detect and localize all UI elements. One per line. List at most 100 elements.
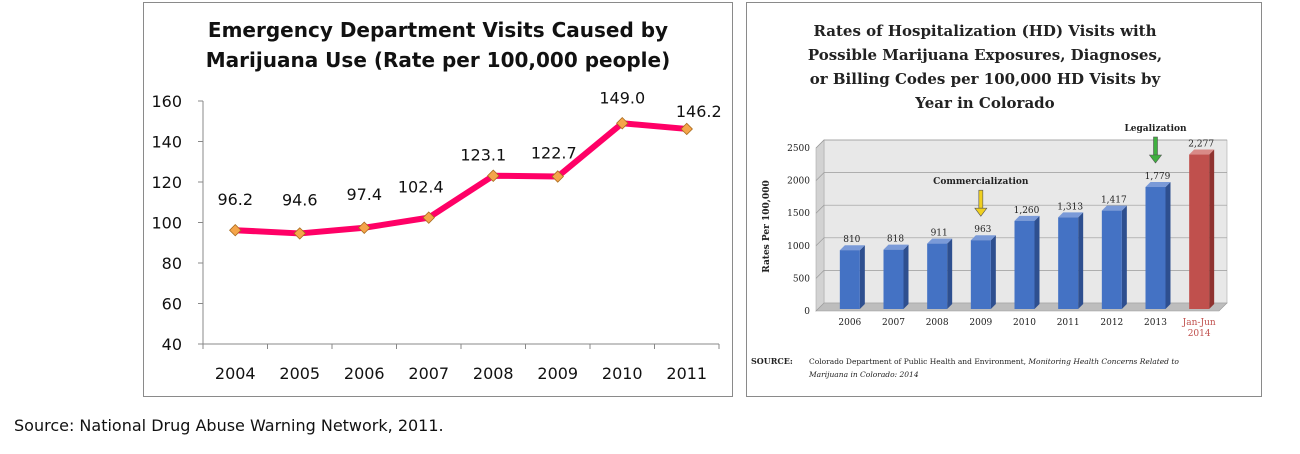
data-label-2007: 102.4 <box>398 178 444 197</box>
bar-value-label-2013: 1,779 <box>1145 172 1171 182</box>
annotation-label-2: Legalization <box>1124 124 1187 134</box>
bar-chart-title-line-2: Possible Marijuana Exposures, Diagnoses, <box>808 46 1162 64</box>
bar-top <box>1101 205 1127 211</box>
data-label-2005: 94.6 <box>282 190 318 209</box>
bar-value-label-2010: 1,260 <box>1014 206 1040 216</box>
data-point-2011 <box>680 122 693 136</box>
bar-2008 <box>927 238 953 309</box>
bar-side <box>1209 149 1215 309</box>
bar-2009 <box>970 235 996 309</box>
bar-2010 <box>1014 215 1040 309</box>
bar-x-tick-label-2008: 2008 <box>926 318 949 328</box>
bar-x-tick-label-2012: 2012 <box>1100 318 1123 328</box>
source-caption: Source: National Drug Abuse Warning Netw… <box>14 416 444 435</box>
bar-front <box>883 249 904 309</box>
bar-top <box>970 235 996 241</box>
data-point-2009 <box>551 170 564 183</box>
bar-front <box>1145 187 1166 309</box>
bar-front <box>839 250 860 309</box>
x-tick-label-2005: 2005 <box>279 364 320 383</box>
bar-side <box>903 244 909 309</box>
x-tick-label-2006: 2006 <box>344 364 385 383</box>
bar-side <box>859 245 865 309</box>
bar-front <box>927 243 948 309</box>
bar-x-tick-label-Jan-Jun: Jan-Jun <box>1182 318 1216 328</box>
y-tick-label-60: 60 <box>162 295 182 314</box>
series-line <box>235 120 688 237</box>
gridline <box>815 139 1227 149</box>
bar-front <box>1189 154 1210 309</box>
gridline <box>815 204 1227 214</box>
bar-top <box>839 245 865 251</box>
bar-y-tick-label-2500: 2500 <box>787 144 810 154</box>
bar-2012 <box>1101 205 1127 309</box>
annotation-label-1: Commercialization <box>933 177 1029 187</box>
y-tick-label-100: 100 <box>151 214 182 233</box>
x-tick-label-2011: 2011 <box>666 364 707 383</box>
bar-y-tick-label-1500: 1500 <box>787 209 810 219</box>
annotation-arrow-shaft-2 <box>1153 136 1158 156</box>
annotation-arrow-head-1 <box>974 207 988 217</box>
bar-side <box>947 238 953 309</box>
bar-value-label-2007: 818 <box>887 235 904 245</box>
data-label-2011: 146.2 <box>676 102 722 121</box>
bar-y-tick-label-0: 0 <box>804 307 810 317</box>
y-tick-label-120: 120 <box>151 173 182 192</box>
bar-front <box>1058 217 1079 309</box>
data-label-2004: 96.2 <box>217 190 253 209</box>
ed-visits-chart-panel: Emergency Department Visits Caused by Mar… <box>143 2 733 397</box>
bar-front <box>970 240 991 309</box>
gridline <box>815 270 1227 279</box>
bar-top <box>883 244 909 250</box>
bar-value-label-2012: 1,417 <box>1101 196 1127 206</box>
x-tick-label-2009: 2009 <box>537 364 578 383</box>
bar-side <box>1078 212 1084 309</box>
bar-side <box>1034 215 1040 309</box>
bar-y-axis-label: Rates Per 100,000 <box>762 180 772 272</box>
data-point-2007 <box>422 211 435 224</box>
bar-x-tick-label-2014: 2014 <box>1188 329 1211 339</box>
plot-side-wall <box>815 139 825 312</box>
hospitalization-chart-panel: Rates of Hospitalization (HD) Visits wit… <box>746 2 1262 397</box>
chart-title-line-1: Emergency Department Visits Caused by <box>208 18 668 42</box>
bar-top <box>1189 149 1215 155</box>
bar-top <box>1014 215 1040 221</box>
bar-chart-title-line-4: Year in Colorado <box>914 94 1054 112</box>
bar-x-tick-label-2009: 2009 <box>969 318 992 328</box>
bar-top <box>1058 212 1084 218</box>
bar-value-label-2011: 1,313 <box>1057 202 1083 212</box>
bar-y-tick-label-500: 500 <box>793 274 810 284</box>
data-point-2004 <box>229 223 242 237</box>
data-label-2006: 97.4 <box>346 185 382 204</box>
data-point-2010 <box>616 117 629 130</box>
x-tick-label-2010: 2010 <box>602 364 643 383</box>
bar-2006 <box>839 245 865 309</box>
ed-visits-chart: Emergency Department Visits Caused by Mar… <box>151 18 722 383</box>
x-tick-label-2004: 2004 <box>215 364 256 383</box>
bar-2007 <box>883 244 909 309</box>
annotation-arrow-shaft-1 <box>978 189 984 209</box>
x-tick-label-2008: 2008 <box>473 364 514 383</box>
gridline <box>815 172 1227 181</box>
bar-front <box>1014 220 1035 309</box>
bar-y-tick-label-1000: 1000 <box>787 242 810 252</box>
bar-Jan-Jun 2014 <box>1189 149 1215 309</box>
bar-x-tick-label-2007: 2007 <box>882 318 905 328</box>
bar-chart-title-line-1: Rates of Hospitalization (HD) Visits wit… <box>813 22 1156 40</box>
bar-value-label-2009: 963 <box>974 225 991 235</box>
bar-source-label: SOURCE: <box>751 356 793 366</box>
bar-value-label-2006: 810 <box>843 235 860 245</box>
bar-side <box>990 235 996 309</box>
bar-x-tick-label-2013: 2013 <box>1144 318 1167 328</box>
y-tick-label-140: 140 <box>151 133 182 152</box>
bar-value-label-Jan-Jun 2014: 2,277 <box>1188 140 1214 150</box>
y-tick-label-160: 160 <box>151 92 182 111</box>
data-point-2008 <box>487 169 500 182</box>
chart-title-line-2: Marijuana Use (Rate per 100,000 people) <box>206 48 670 72</box>
y-tick-label-40: 40 <box>162 335 182 354</box>
data-label-2010: 149.0 <box>599 88 645 107</box>
bar-x-tick-label-2011: 2011 <box>1057 318 1080 328</box>
gridline <box>815 237 1227 247</box>
bar-source-italic-1: Monitoring Health Concerns Related to <box>1027 357 1179 366</box>
bar-chart-title-line-3: or Billing Codes per 100,000 HD Visits b… <box>810 70 1162 88</box>
